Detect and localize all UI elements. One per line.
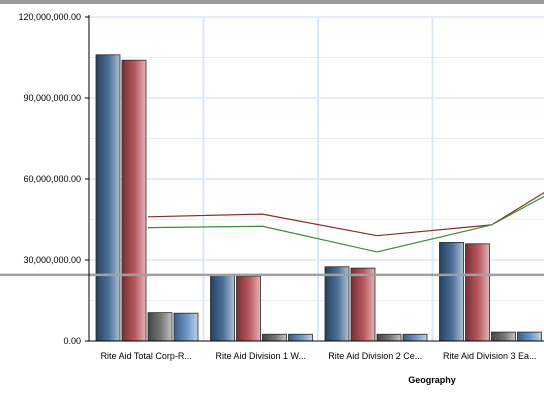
bar[interactable] (147, 312, 173, 342)
line-series-group (147, 192, 544, 253)
x-tick-label: Rite Aid Division 1 W... (215, 351, 306, 361)
bar[interactable] (288, 333, 313, 342)
y-tick-label: 30,000,000.00 (23, 255, 81, 265)
series-line (147, 192, 544, 237)
x-axis-ticks: Rite Aid Total Corp-R... Rite Aid Divisio… (101, 351, 537, 361)
x-tick-label: Rite Aid Division 3 Ea... (443, 351, 537, 361)
bar[interactable] (402, 333, 428, 342)
bar[interactable] (121, 59, 147, 342)
bar-series-group (95, 54, 542, 342)
x-axis-title: Geography (408, 375, 456, 385)
bar[interactable] (210, 274, 235, 342)
y-tick-label: 60,000,000.00 (23, 174, 81, 184)
bar[interactable] (439, 242, 464, 342)
bar[interactable] (376, 333, 402, 342)
bar[interactable] (491, 331, 516, 342)
series-line (147, 195, 544, 253)
axes (88, 15, 544, 342)
bar[interactable] (324, 266, 350, 342)
bar[interactable] (262, 333, 287, 342)
bar[interactable] (95, 54, 121, 342)
y-tick-label: 90,000,000.00 (23, 93, 81, 103)
x-tick-label: Rite Aid Division 2 Ce... (328, 351, 422, 361)
bar[interactable] (350, 267, 376, 342)
bar[interactable] (236, 275, 261, 342)
y-tick-label: 120,000,000.00 (18, 12, 81, 22)
bar[interactable] (465, 243, 490, 342)
y-axis-ticks: 0.00 30,000,000.00 60,000,000.00 90,000,000… (18, 12, 89, 346)
window-top-edge (0, 0, 544, 4)
bar[interactable] (173, 312, 199, 342)
bar[interactable] (517, 331, 542, 342)
x-tick-label: Rite Aid Total Corp-R... (101, 351, 192, 361)
y-tick-label: 0.00 (63, 336, 81, 346)
